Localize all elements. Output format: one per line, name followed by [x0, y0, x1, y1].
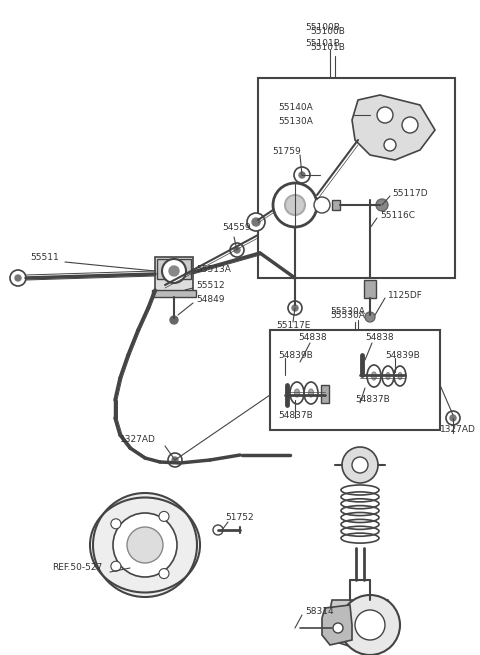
- Circle shape: [355, 610, 385, 640]
- Text: 54837B: 54837B: [355, 396, 390, 405]
- Text: 1327AD: 1327AD: [440, 426, 476, 434]
- Ellipse shape: [398, 373, 402, 379]
- Circle shape: [127, 527, 163, 563]
- Circle shape: [402, 117, 418, 133]
- Circle shape: [252, 218, 260, 226]
- Circle shape: [292, 305, 298, 311]
- Text: 55100B: 55100B: [310, 28, 345, 37]
- Text: 55513A: 55513A: [196, 265, 231, 274]
- Text: 54839B: 54839B: [385, 350, 420, 360]
- Text: 55117E: 55117E: [276, 320, 311, 329]
- Polygon shape: [352, 95, 435, 160]
- Circle shape: [111, 561, 121, 571]
- Circle shape: [10, 270, 26, 286]
- Circle shape: [230, 243, 244, 257]
- Text: 54838: 54838: [298, 333, 326, 343]
- Bar: [157, 259, 191, 279]
- Bar: [321, 385, 329, 403]
- Circle shape: [384, 139, 396, 151]
- Bar: [332, 200, 340, 210]
- Ellipse shape: [295, 389, 300, 397]
- Circle shape: [111, 519, 121, 529]
- Circle shape: [342, 447, 378, 483]
- Text: 54559: 54559: [222, 223, 251, 233]
- Text: 55101B: 55101B: [310, 43, 345, 52]
- Text: 54837B: 54837B: [278, 411, 313, 419]
- Circle shape: [170, 316, 178, 324]
- Text: 55530A: 55530A: [330, 310, 365, 320]
- Circle shape: [159, 512, 169, 521]
- Circle shape: [352, 457, 368, 473]
- Circle shape: [113, 513, 177, 577]
- Text: 51759: 51759: [272, 147, 301, 157]
- Circle shape: [172, 457, 178, 463]
- Circle shape: [294, 167, 310, 183]
- Bar: [258, 78, 455, 278]
- Ellipse shape: [372, 372, 376, 380]
- Ellipse shape: [309, 389, 313, 397]
- Text: 54849: 54849: [196, 295, 225, 305]
- Circle shape: [168, 453, 182, 467]
- Circle shape: [376, 199, 388, 211]
- Text: 55130A: 55130A: [278, 117, 313, 126]
- Circle shape: [93, 493, 197, 597]
- Text: 54839B: 54839B: [278, 350, 313, 360]
- Text: 1125DF: 1125DF: [388, 291, 423, 299]
- Text: 51752: 51752: [225, 514, 253, 523]
- Bar: [364, 280, 376, 298]
- Circle shape: [162, 259, 186, 283]
- Polygon shape: [322, 605, 352, 645]
- Circle shape: [446, 411, 460, 425]
- Bar: [270, 330, 440, 430]
- Circle shape: [288, 301, 302, 315]
- Text: 55100B: 55100B: [305, 24, 340, 33]
- Ellipse shape: [386, 373, 390, 379]
- Circle shape: [314, 197, 330, 213]
- Bar: [155, 257, 193, 295]
- Circle shape: [285, 195, 305, 215]
- Circle shape: [247, 213, 265, 231]
- Circle shape: [159, 569, 169, 578]
- Circle shape: [333, 623, 343, 633]
- Text: 58314: 58314: [305, 607, 334, 616]
- Circle shape: [365, 312, 375, 322]
- Text: REF.50-527: REF.50-527: [52, 563, 102, 572]
- Text: 55117D: 55117D: [392, 189, 428, 198]
- Bar: [152, 290, 196, 297]
- Text: 55140A: 55140A: [278, 103, 313, 113]
- Polygon shape: [325, 600, 395, 648]
- Text: 55116C: 55116C: [380, 210, 415, 219]
- Circle shape: [450, 415, 456, 421]
- Text: 55530A: 55530A: [330, 307, 365, 316]
- Text: 1327AD: 1327AD: [120, 436, 156, 445]
- Text: 55511: 55511: [30, 253, 59, 263]
- Circle shape: [377, 107, 393, 123]
- Circle shape: [273, 183, 317, 227]
- Circle shape: [340, 595, 400, 655]
- Circle shape: [299, 172, 305, 178]
- Text: 54838: 54838: [365, 333, 394, 343]
- Text: 55101B: 55101B: [305, 39, 340, 48]
- Circle shape: [169, 266, 179, 276]
- Circle shape: [15, 275, 21, 281]
- Text: 55512: 55512: [196, 280, 225, 290]
- Circle shape: [234, 247, 240, 253]
- Circle shape: [213, 525, 223, 535]
